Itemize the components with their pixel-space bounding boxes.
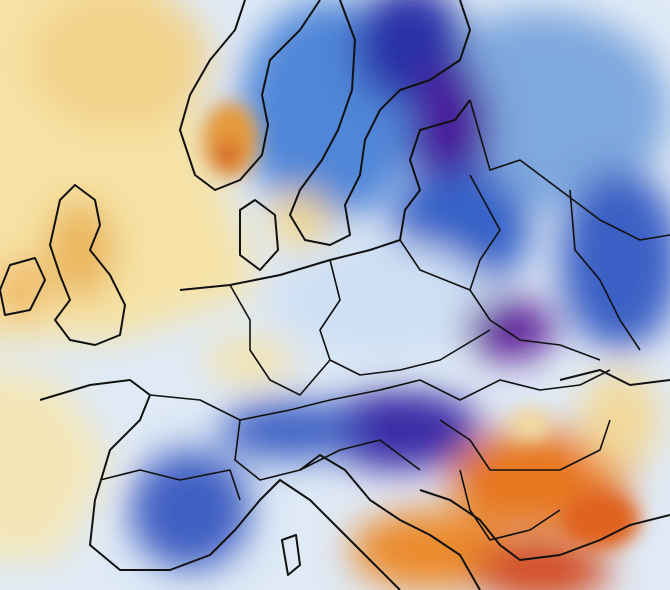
country-borders xyxy=(99,99,670,541)
